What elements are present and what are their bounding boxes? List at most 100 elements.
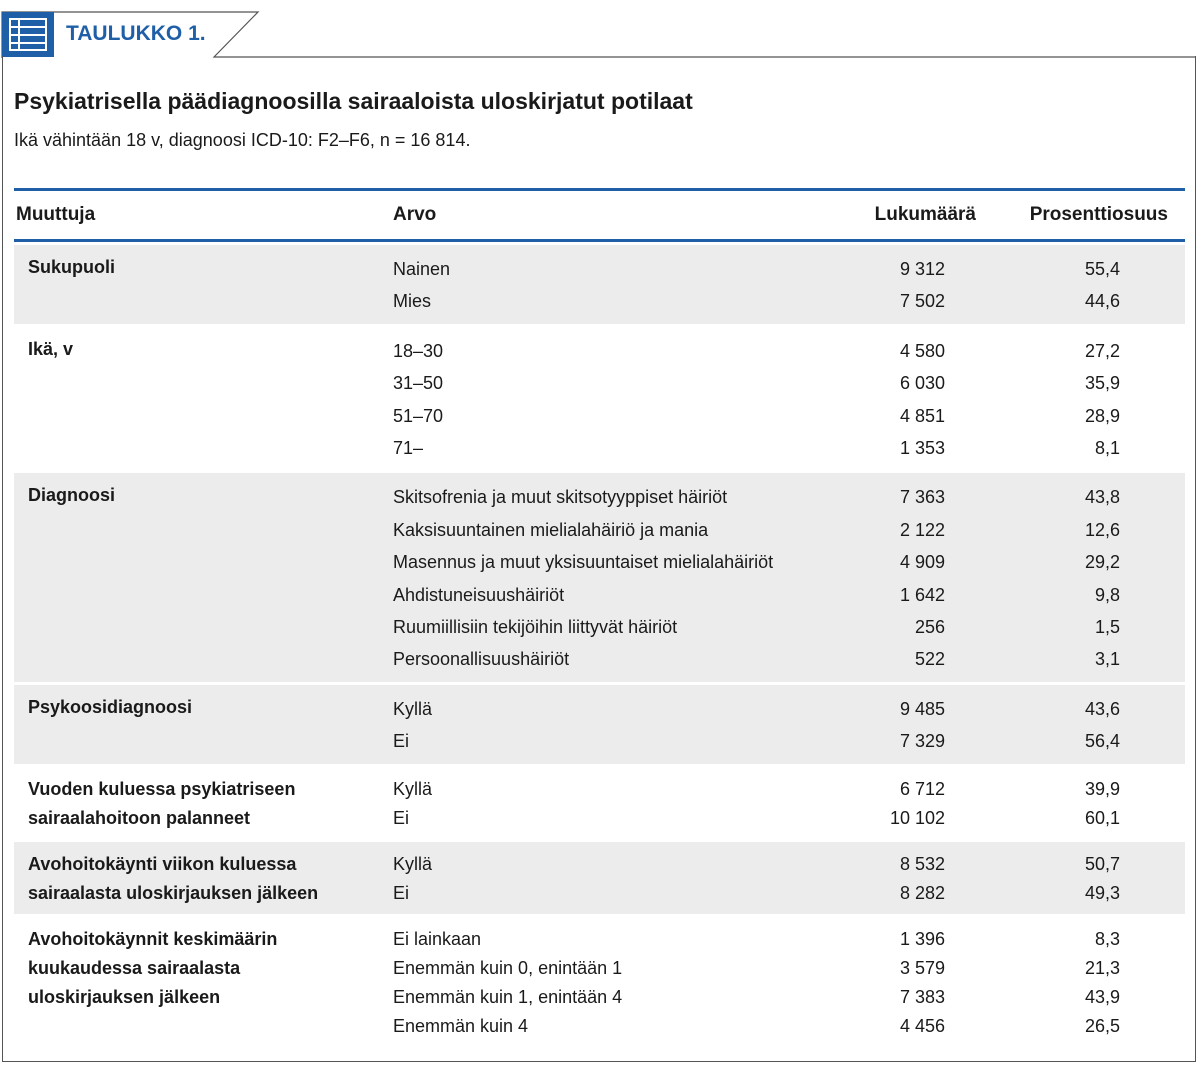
group-label: Vuoden kuluessa psykiatriseen sairaalaho…: [28, 778, 296, 828]
row-group: Sukupuoli Nainen 9 312 55,4 Mies 7 502 44,6: [14, 245, 1185, 324]
row: Enemmän kuin 4 4 456 26,5: [393, 1012, 1185, 1041]
cell: Persoonallisuushäiriöt: [393, 649, 570, 670]
row: Ei 10 102 60,1: [393, 804, 1185, 833]
cell: 1 353: [899, 438, 945, 459]
cell: Ruumiillisiin tekijöihin liittyvät häiri…: [393, 617, 678, 638]
cell: 4 580: [899, 340, 945, 361]
row-group: Avohoitokäynnit keskimäärin kuukaudessa …: [14, 917, 1185, 1047]
row: Ei 7 329 56,4: [393, 725, 1185, 757]
cell: Masennus ja muut yksisuuntaiset mieliala…: [393, 552, 774, 573]
cell: Ahdistuneisuushäiriöt: [393, 584, 565, 605]
cell: 43,8: [1084, 487, 1120, 508]
cell: 29,2: [1084, 552, 1120, 573]
cell: Nainen: [393, 259, 451, 279]
row: Kyllä 6 712 39,9: [393, 775, 1185, 804]
row: Enemmän kuin 1, enintään 4 7 383 43,9: [393, 983, 1185, 1012]
cell: Skitsofrenia ja muut skitsotyyppiset häi…: [393, 487, 728, 508]
row: Ruumiillisiin tekijöihin liittyvät häiri…: [393, 611, 1185, 643]
cell: Ei: [393, 731, 410, 752]
cell: 27,2: [1084, 340, 1120, 361]
row: 71– 1 353 8,1: [393, 432, 1185, 464]
cell: 49,3: [1084, 882, 1120, 903]
rows: Kyllä 6 712 39,9 Ei 10 102 60,1: [393, 775, 1185, 833]
cell: 522: [914, 649, 945, 670]
cell: 7 329: [899, 731, 945, 752]
row: Persoonallisuushäiriöt 522 3,1: [393, 643, 1185, 675]
row: Kyllä 8 532 50,7: [393, 850, 1185, 879]
cell: 8,1: [1094, 438, 1120, 459]
cell: 10 102: [889, 807, 945, 828]
group-label: Sukupuoli: [28, 257, 115, 277]
row: Masennus ja muut yksisuuntaiset mieliala…: [393, 546, 1185, 578]
cell: 71–: [393, 438, 424, 459]
group-label: Avohoitokäynti viikon kuluessa sairaalas…: [28, 853, 319, 903]
column-header: Prosenttiosuus: [1029, 204, 1168, 225]
cell: 4 456: [899, 1015, 945, 1036]
row: 31–50 6 030 35,9: [393, 367, 1185, 399]
cell: Kyllä: [393, 778, 433, 799]
cell: 8 532: [899, 853, 945, 874]
cell: 6 712: [899, 778, 945, 799]
row: Ei lainkaan 1 396 8,3: [393, 925, 1185, 954]
group-label: Psykoosidiagnoosi: [28, 696, 193, 717]
cell: 43,6: [1084, 698, 1120, 719]
cell: Ei: [393, 807, 410, 828]
cell: 7 363: [899, 487, 945, 508]
group-label: Avohoitokäynnit keskimäärin kuukaudessa …: [28, 928, 278, 1007]
cell: 6 030: [899, 373, 945, 394]
cell: 9 312: [899, 259, 945, 279]
row: Ahdistuneisuushäiriöt 1 642 9,8: [393, 579, 1185, 611]
cell: 44,6: [1084, 291, 1120, 312]
cell: 1 396: [899, 928, 945, 949]
row: Enemmän kuin 0, enintään 1 3 579 21,3: [393, 954, 1185, 983]
cell: 39,9: [1084, 778, 1120, 799]
row-group: Vuoden kuluessa psykiatriseen sairaalaho…: [14, 767, 1185, 839]
header-row: Muuttuja Arvo Lukumäärä Prosenttiosuus: [14, 188, 1185, 242]
rows: 18–30 4 580 27,2 31–50 6 030 35,9 51–70 4 851 28…: [393, 335, 1185, 465]
row: Mies 7 502 44,6: [393, 285, 1185, 317]
cell: 8,3: [1094, 928, 1120, 949]
cell: 1 642: [899, 584, 945, 605]
cell: 9 485: [899, 698, 945, 719]
subtitle: Ikä vähintään 18 v, diagnoosi ICD-10: F2…: [14, 130, 471, 150]
cell: Enemmän kuin 4: [393, 1015, 529, 1036]
tab-label: TAULUKKO 1.: [66, 22, 206, 45]
rows: Kyllä 9 485 43,6 Ei 7 329 56,4: [393, 693, 1185, 758]
row: Ei 8 282 49,3: [393, 879, 1185, 908]
cell: 3 579: [899, 957, 945, 978]
row-group: Psykoosidiagnoosi Kyllä 9 485 43,6 Ei 7 329 56…: [14, 684, 1185, 764]
cell: Mies: [393, 291, 432, 312]
cell: 7 502: [899, 291, 945, 312]
group-label: Ikä, v: [28, 338, 74, 359]
cell: Enemmän kuin 1, enintään 4: [393, 986, 623, 1007]
column-header: Muuttuja: [16, 204, 96, 225]
cell: 9,8: [1094, 584, 1120, 605]
tab-frame: [1, 11, 1196, 58]
cell: 3,1: [1094, 649, 1120, 670]
cell: 43,9: [1084, 986, 1120, 1007]
row-group: Avohoitokäynti viikon kuluessa sairaalas…: [14, 841, 1185, 914]
cell: 51–70: [393, 405, 444, 426]
group-label: Diagnoosi: [28, 485, 116, 506]
row: Kaksisuuntainen mielialahäiriö ja mania 2…: [393, 514, 1185, 546]
cell: Kyllä: [393, 853, 433, 874]
row: Nainen 9 312 55,4: [393, 253, 1185, 285]
cell: 1,5: [1094, 617, 1120, 638]
cell: 8 282: [899, 882, 945, 903]
rows: Kyllä 8 532 50,7 Ei 8 282 49,3: [393, 850, 1185, 908]
cell: 56,4: [1084, 731, 1120, 752]
cell: Kyllä: [393, 698, 433, 719]
row: Kyllä 9 485 43,6: [393, 693, 1185, 725]
cell: Enemmän kuin 0, enintään 1: [393, 957, 623, 978]
cell: 50,7: [1084, 853, 1120, 874]
title: Psykiatrisella päädiagnoosilla sairaaloi…: [14, 88, 693, 114]
row-group: Ikä, v 18–30 4 580 27,2 31–50 6 030 35,9 51–70 4…: [14, 327, 1185, 471]
cell: 31–50: [393, 373, 444, 394]
row-group: Diagnoosi Skitsofrenia ja muut skitsotyyp…: [14, 473, 1185, 682]
cell: 55,4: [1084, 259, 1120, 279]
cell: 28,9: [1084, 405, 1120, 426]
cell: 18–30: [393, 340, 444, 361]
frame: [2, 56, 1196, 1062]
cell: 4 851: [899, 405, 945, 426]
